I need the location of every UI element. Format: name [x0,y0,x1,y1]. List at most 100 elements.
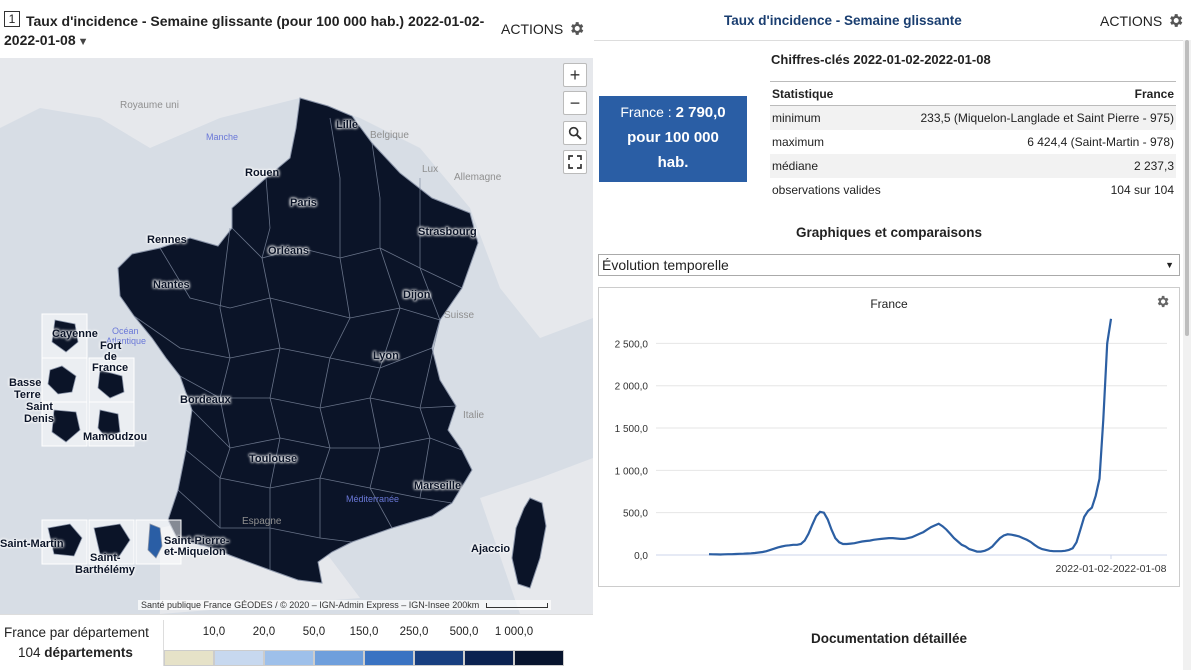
city-paris: Paris [290,197,317,209]
map-number-badge: 1 [4,11,20,27]
overseas-saint-martin: Saint-Martin [0,538,64,550]
label-royaume-uni: Royaume uni [120,100,179,111]
stats-header-row: Statistique France [770,81,1176,106]
overseas-cayenne: Cayenne [52,328,98,340]
series-line-france [708,318,1113,556]
legend-tick-label: 20,0 [252,626,276,638]
kpi-prefix: France : [620,104,676,120]
stats-table: Statistique France minimum 233,5 (Miquel… [770,81,1176,202]
chart-title: France [870,297,908,311]
detail-title: Taux d'incidence - Semaine glissante [724,13,962,28]
legend-color-box[interactable] [314,650,364,666]
overseas-saint-barth-1: Saint- [90,552,121,564]
stat-label: maximum [772,134,825,149]
city-marseille: Marseille [414,480,462,492]
time-series-chart[interactable]: 0,0 500,0 1 000,0 1 500,0 2 000,0 2 500,0 2022… [598,287,1180,587]
y-tick-label: 2 500,0 [615,339,649,350]
map-legend: France par département 104 départements … [0,614,593,670]
caret-down-icon[interactable]: ▼ [77,36,89,48]
detail-actions-button[interactable]: ACTIONS [1100,12,1184,29]
y-tick-label: 1 500,0 [615,424,649,435]
documentation-title[interactable]: Documentation détaillée [810,631,968,646]
corsica [511,497,547,589]
stat-label: minimum [770,105,894,130]
dropdown-arrow-icon: ▼ [1165,260,1174,270]
legend-color-box[interactable] [414,650,464,666]
zoom-in-button[interactable]: + [563,63,587,87]
map-title-period[interactable]: 2022-01-08 ▼ [4,32,89,48]
legend-color-box[interactable] [514,650,564,666]
legend-color-box[interactable] [464,650,514,666]
stats-col-france: France [893,81,1176,106]
legend-color-box[interactable] [214,650,264,666]
label-allemagne: Allemagne [454,172,502,183]
zoom-out-button[interactable]: − [563,91,587,115]
legend-tick-label: 250,0 [399,626,429,638]
france-mainland [117,97,479,584]
legend-color-box[interactable] [364,650,414,666]
kpi-card: France : 2 790,0 pour 100 000 hab. [599,96,747,182]
overseas-fort-3: France [92,362,129,374]
overseas-spm-1: Saint-Pierre- [164,535,230,547]
stat-label: observations valides [772,182,881,197]
table-row: maximum 6 424,4 (Saint-Martin - 978) [770,130,1176,154]
map-title[interactable]: Taux d'incidence - Semaine glissante (po… [26,13,485,29]
gear-icon[interactable] [1167,12,1184,29]
map-title-period-text: 2022-01-08 [4,32,76,48]
stat-label: médiane [770,153,894,178]
divider [594,40,1184,41]
search-button[interactable] [563,121,587,145]
stat-value: 6 424,4 (Saint-Martin - 978) [1027,134,1174,149]
legend-color-scale[interactable]: 10,0 20,0 50,0 150,0 250,0 500,0 1 000,0 [163,620,593,666]
map-actions-button[interactable]: ACTIONS [501,20,585,37]
label-italie: Italie [463,410,485,421]
fullscreen-button[interactable] [563,150,587,174]
overseas-fort-2: de [104,351,117,363]
legend-tick-label: 500,0 [449,626,479,638]
scrollbar-track[interactable] [1183,40,1191,670]
label-atlantique: Atlantique [106,336,147,346]
legend-tick-label: 150,0 [349,626,379,638]
legend-tick-label: 10,0 [202,626,226,638]
legend-color-box[interactable] [164,650,214,666]
kpi-value: 2 790,0 [675,104,726,121]
kpi-line2: pour 100 000 [627,129,719,146]
key-figures-title: Chiffres-clés 2022-01-02-2022-01-08 [771,52,991,67]
chart-svg: 0,0 500,0 1 000,0 1 500,0 2 000,0 2 500,0 2022… [615,318,1167,575]
legend-geo-level: France par département [4,625,149,640]
overseas-saint-barth-2: Barthélémy [75,564,135,576]
detail-actions-label: ACTIONS [1100,12,1163,29]
map-svg [0,58,593,614]
city-lyon: Lyon [373,350,399,362]
map-panel: 1 Taux d'incidence - Semaine glissante (… [0,0,593,670]
legend-count: 104 départements [18,645,133,660]
scrollbar-thumb[interactable] [1185,40,1189,336]
y-tick-label: 2 000,0 [615,382,649,393]
charts-section-title: Graphiques et comparaisons [795,225,983,240]
table-row: médiane 2 237,3 [770,153,1176,178]
label-ocean: Océan [112,326,139,336]
chart-type-select[interactable]: Évolution temporelle ▼ [598,254,1180,276]
label-mediterranee: Méditerranée [346,494,400,504]
legend-color-box[interactable] [264,650,314,666]
overseas-territories [47,319,163,559]
gear-icon[interactable] [568,20,585,37]
fullscreen-icon [568,155,582,169]
kpi-line1: France : 2 790,0 [599,100,747,125]
stat-value: 104 sur 104 [1110,182,1174,197]
table-row: minimum 233,5 (Miquelon-Langlade et Sain… [770,105,1176,130]
stats-col-statistique: Statistique [770,81,894,106]
overseas-spm-2: et-Miquelon [164,546,226,558]
legend-tick-label: 50,0 [302,626,326,638]
city-ajaccio: Ajaccio [471,543,511,555]
legend-tick-label: 1 000,0 [494,626,534,638]
map-attribution: Santé publique France GÉODES / © 2020 – … [138,600,551,610]
gear-icon[interactable] [1155,294,1170,309]
search-icon [568,126,582,140]
y-tick-label: 1 000,0 [615,466,649,477]
label-suisse: Suisse [444,310,475,321]
city-toulouse: Toulouse [249,453,298,465]
choropleth-map[interactable]: Royaume uni Belgique Lux Allemagne Suiss… [0,58,593,614]
kpi-line3: hab. [657,154,689,171]
legend-count-unit: départements [44,645,133,660]
